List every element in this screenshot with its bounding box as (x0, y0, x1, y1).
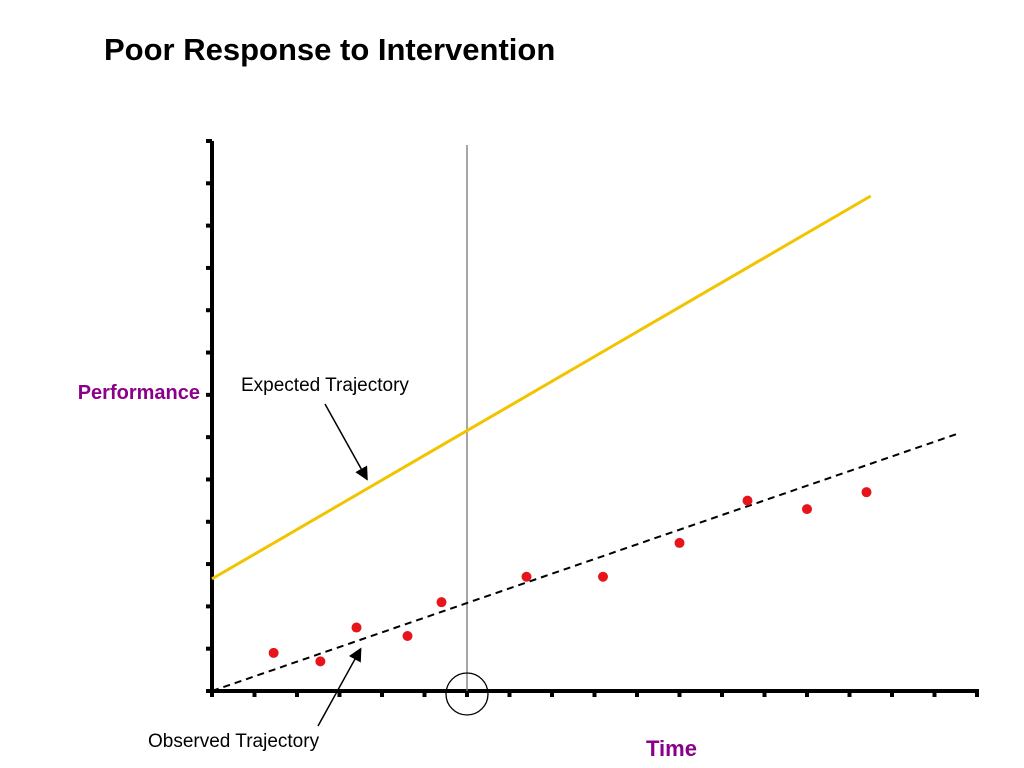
annotation-arrow-expected (324, 403, 368, 481)
data-point (802, 504, 812, 515)
data-point (268, 647, 279, 658)
annotation-arrow-observed (317, 647, 362, 727)
data-point (598, 571, 608, 582)
data-point (742, 495, 753, 506)
observed-trend-line (211, 431, 961, 692)
slide-title: Poor Response to Intervention (104, 32, 556, 67)
y-axis-label: Performance (77, 382, 200, 404)
data-point (521, 571, 532, 582)
data-point (315, 656, 326, 667)
intervention-circle-marker (445, 672, 489, 716)
annotation-expected-trajectory: Expected Trajectory (241, 375, 409, 396)
data-point (861, 487, 872, 498)
data-point (351, 622, 362, 633)
data-point (402, 631, 413, 641)
annotation-observed-trajectory: Observed Trajectory (148, 731, 320, 752)
expected-trend-line (211, 194, 872, 581)
data-point (674, 537, 685, 548)
x-axis-label: Time (646, 736, 697, 761)
data-point (436, 597, 447, 608)
